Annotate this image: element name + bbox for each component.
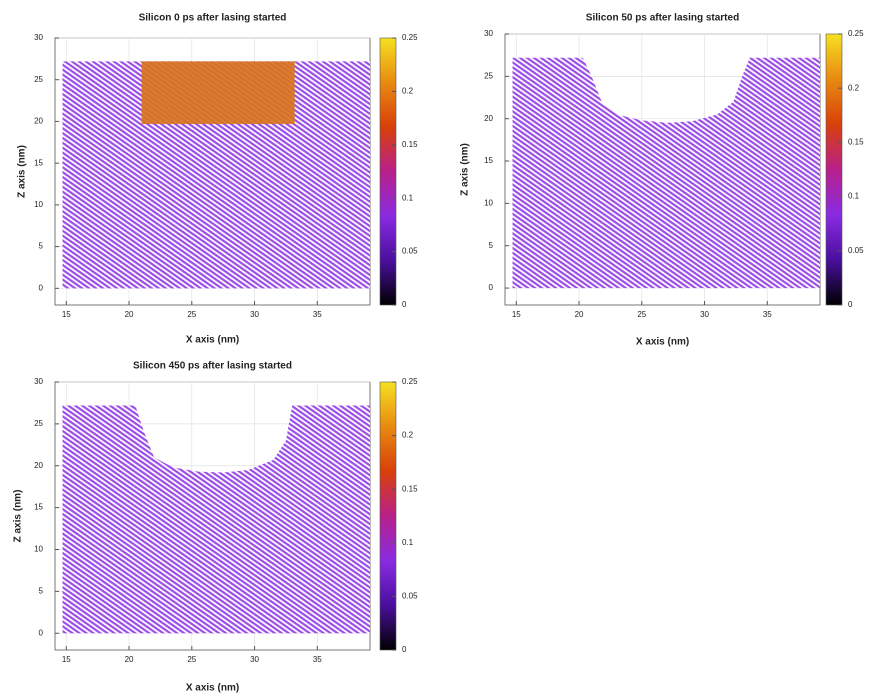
y-tick-label: 30: [34, 33, 43, 42]
y-tick-label: 5: [39, 242, 44, 251]
y-axis-label: Z axis (nm): [13, 490, 24, 543]
colorbar-tick-label: 0.25: [402, 33, 418, 42]
x-tick-label: 15: [62, 310, 71, 319]
y-tick-label: 25: [34, 75, 43, 84]
x-tick-label: 20: [125, 310, 134, 319]
y-tick-label: 20: [34, 117, 43, 126]
x-axis-label: X axis (nm): [186, 683, 239, 694]
y-tick-label: 10: [34, 545, 43, 554]
y-tick-label: 0: [39, 283, 44, 292]
y-tick-label: 20: [484, 114, 493, 123]
y-tick-label: 0: [39, 628, 44, 637]
x-tick-label: 30: [250, 655, 259, 664]
colorbar-tick-label: 0.15: [848, 138, 864, 147]
colorbar: [825, 33, 843, 306]
colorbar-tick-label: 0.1: [402, 538, 414, 547]
colorbar-tick-label: 0.2: [402, 87, 414, 96]
colorbar-tick-label: 0.25: [848, 29, 864, 38]
y-tick-label: 0: [489, 283, 494, 292]
chart-title: Silicon 450 ps after lasing started: [133, 361, 292, 372]
x-axis-label: X axis (nm): [186, 335, 239, 346]
colorbar-tick-label: 0.1: [402, 193, 414, 202]
y-tick-label: 25: [34, 419, 43, 428]
x-tick-label: 35: [313, 310, 322, 319]
silicon-slab: [62, 405, 371, 634]
colorbar-tick-label: 0.05: [402, 247, 418, 256]
x-tick-label: 25: [637, 310, 646, 319]
y-axis-label: Z axis (nm): [17, 145, 28, 198]
colorbar-tick-label: 0.25: [402, 377, 418, 386]
y-tick-label: 5: [39, 586, 44, 595]
y-tick-label: 5: [489, 241, 494, 250]
colorbar-tick-label: 0.05: [848, 246, 864, 255]
y-tick-label: 10: [34, 200, 43, 209]
x-tick-label: 35: [763, 310, 772, 319]
y-tick-label: 15: [34, 503, 43, 512]
x-tick-label: 25: [187, 310, 196, 319]
y-tick-label: 25: [484, 71, 493, 80]
chart-title: Silicon 0 ps after lasing started: [139, 13, 287, 24]
y-tick-label: 30: [34, 377, 43, 386]
colorbar-tick-label: 0.2: [402, 431, 414, 440]
x-tick-label: 15: [62, 655, 71, 664]
colorbar-tick-label: 0.1: [848, 192, 860, 201]
x-tick-label: 20: [125, 655, 134, 664]
x-axis-label: X axis (nm): [636, 337, 689, 348]
colorbar-tick-label: 0: [848, 300, 853, 309]
y-tick-label: 20: [34, 461, 43, 470]
x-tick-label: 30: [250, 310, 259, 319]
colorbar-tick-label: 0.15: [402, 140, 418, 149]
x-tick-label: 35: [313, 655, 322, 664]
y-tick-label: 30: [484, 29, 493, 38]
y-tick-label: 10: [484, 198, 493, 207]
x-tick-label: 20: [575, 310, 584, 319]
x-tick-label: 15: [512, 310, 521, 319]
colorbar-tick-label: 0: [402, 645, 407, 654]
colorbar-tick-label: 0.2: [848, 83, 860, 92]
x-tick-label: 25: [187, 655, 196, 664]
chart-title: Silicon 50 ps after lasing started: [586, 13, 739, 24]
colorbar: [379, 381, 397, 651]
y-tick-label: 15: [484, 156, 493, 165]
colorbar-tick-label: 0: [402, 300, 407, 309]
colorbar-tick-label: 0.15: [402, 484, 418, 493]
y-axis-label: Z axis (nm): [460, 143, 471, 196]
laser-region: [141, 61, 295, 124]
silicon-slab: [512, 57, 820, 289]
colorbar: [379, 37, 397, 306]
y-tick-label: 15: [34, 158, 43, 167]
x-tick-label: 30: [700, 310, 709, 319]
colorbar-tick-label: 0.05: [402, 592, 418, 601]
